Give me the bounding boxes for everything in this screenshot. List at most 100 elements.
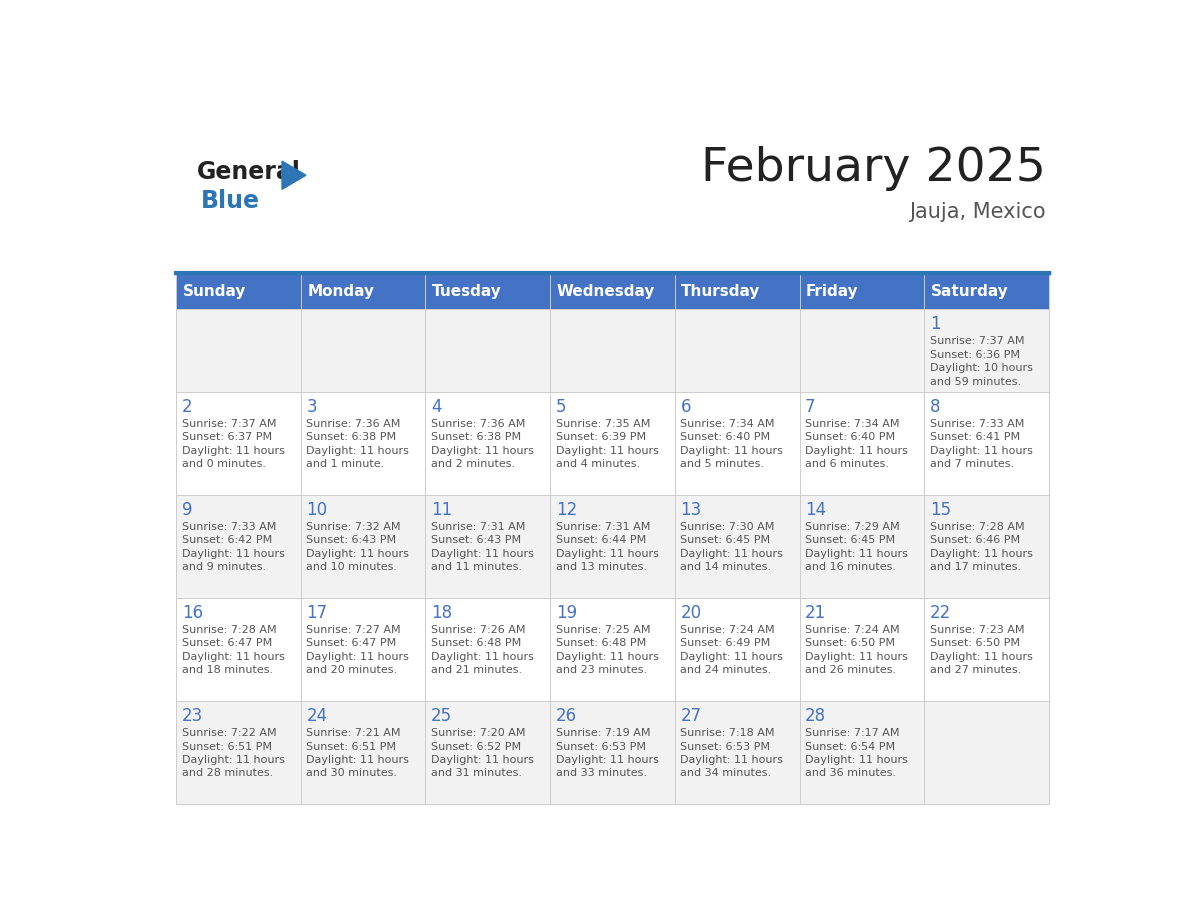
Bar bbox=[800, 599, 924, 701]
Bar bbox=[550, 309, 675, 392]
Text: and 6 minutes.: and 6 minutes. bbox=[805, 459, 889, 469]
Bar bbox=[550, 495, 675, 599]
Text: Sunrise: 7:34 AM: Sunrise: 7:34 AM bbox=[805, 419, 899, 429]
Text: Sunset: 6:48 PM: Sunset: 6:48 PM bbox=[431, 638, 522, 648]
Text: Jauja, Mexico: Jauja, Mexico bbox=[910, 202, 1047, 222]
Text: Sunset: 6:53 PM: Sunset: 6:53 PM bbox=[681, 742, 770, 752]
Text: Sunset: 6:51 PM: Sunset: 6:51 PM bbox=[182, 742, 272, 752]
Text: Sunset: 6:39 PM: Sunset: 6:39 PM bbox=[556, 432, 646, 442]
Text: Daylight: 11 hours: Daylight: 11 hours bbox=[182, 549, 284, 559]
Bar bbox=[301, 701, 425, 804]
Text: 24: 24 bbox=[307, 707, 328, 725]
Text: General: General bbox=[196, 160, 301, 184]
Text: Blue: Blue bbox=[201, 189, 260, 213]
Text: and 36 minutes.: and 36 minutes. bbox=[805, 768, 896, 778]
Polygon shape bbox=[282, 161, 307, 189]
Bar bbox=[425, 309, 550, 392]
Text: and 4 minutes.: and 4 minutes. bbox=[556, 459, 640, 469]
Text: 6: 6 bbox=[681, 397, 691, 416]
Text: February 2025: February 2025 bbox=[701, 145, 1047, 191]
Text: Daylight: 11 hours: Daylight: 11 hours bbox=[681, 445, 783, 455]
Text: 5: 5 bbox=[556, 397, 567, 416]
Text: Daylight: 11 hours: Daylight: 11 hours bbox=[431, 549, 533, 559]
Text: 2: 2 bbox=[182, 397, 192, 416]
Text: Sunrise: 7:20 AM: Sunrise: 7:20 AM bbox=[431, 728, 525, 738]
Text: Daylight: 11 hours: Daylight: 11 hours bbox=[182, 445, 284, 455]
Text: and 27 minutes.: and 27 minutes. bbox=[930, 666, 1020, 676]
Text: Sunrise: 7:33 AM: Sunrise: 7:33 AM bbox=[182, 522, 276, 532]
Text: 12: 12 bbox=[556, 500, 577, 519]
Bar bbox=[550, 392, 675, 495]
Text: Sunrise: 7:36 AM: Sunrise: 7:36 AM bbox=[431, 419, 525, 429]
Text: Sunrise: 7:27 AM: Sunrise: 7:27 AM bbox=[307, 625, 402, 635]
Text: Daylight: 11 hours: Daylight: 11 hours bbox=[681, 652, 783, 662]
Text: Sunrise: 7:35 AM: Sunrise: 7:35 AM bbox=[556, 419, 650, 429]
Text: Sunset: 6:43 PM: Sunset: 6:43 PM bbox=[431, 535, 522, 545]
Bar bbox=[924, 495, 1049, 599]
Bar bbox=[176, 273, 1049, 309]
Bar bbox=[425, 495, 550, 599]
Text: Sunset: 6:54 PM: Sunset: 6:54 PM bbox=[805, 742, 896, 752]
Bar bbox=[550, 599, 675, 701]
Text: and 33 minutes.: and 33 minutes. bbox=[556, 768, 646, 778]
Text: 4: 4 bbox=[431, 397, 442, 416]
Bar bbox=[675, 701, 800, 804]
Text: Sunrise: 7:29 AM: Sunrise: 7:29 AM bbox=[805, 522, 899, 532]
Bar bbox=[176, 495, 301, 599]
Text: Sunset: 6:40 PM: Sunset: 6:40 PM bbox=[805, 432, 896, 442]
Text: Sunrise: 7:31 AM: Sunrise: 7:31 AM bbox=[431, 522, 525, 532]
Text: Daylight: 11 hours: Daylight: 11 hours bbox=[556, 652, 658, 662]
Text: Sunrise: 7:28 AM: Sunrise: 7:28 AM bbox=[930, 522, 1024, 532]
Text: 13: 13 bbox=[681, 500, 702, 519]
Text: Daylight: 11 hours: Daylight: 11 hours bbox=[805, 652, 908, 662]
Text: Sunset: 6:38 PM: Sunset: 6:38 PM bbox=[307, 432, 397, 442]
Bar bbox=[301, 599, 425, 701]
Bar bbox=[425, 599, 550, 701]
Text: 3: 3 bbox=[307, 397, 317, 416]
Text: Sunrise: 7:37 AM: Sunrise: 7:37 AM bbox=[930, 336, 1024, 346]
Text: Sunrise: 7:24 AM: Sunrise: 7:24 AM bbox=[805, 625, 899, 635]
Bar bbox=[301, 309, 425, 392]
Text: Sunday: Sunday bbox=[183, 284, 246, 298]
Text: and 2 minutes.: and 2 minutes. bbox=[431, 459, 516, 469]
Text: Sunset: 6:46 PM: Sunset: 6:46 PM bbox=[930, 535, 1020, 545]
Text: Sunrise: 7:28 AM: Sunrise: 7:28 AM bbox=[182, 625, 277, 635]
Text: and 16 minutes.: and 16 minutes. bbox=[805, 562, 896, 572]
Bar bbox=[800, 309, 924, 392]
Bar bbox=[924, 599, 1049, 701]
Bar bbox=[924, 392, 1049, 495]
Text: Tuesday: Tuesday bbox=[432, 284, 501, 298]
Text: 23: 23 bbox=[182, 707, 203, 725]
Text: and 34 minutes.: and 34 minutes. bbox=[681, 768, 771, 778]
Bar bbox=[800, 392, 924, 495]
Text: and 24 minutes.: and 24 minutes. bbox=[681, 666, 772, 676]
Text: 11: 11 bbox=[431, 500, 453, 519]
Text: and 23 minutes.: and 23 minutes. bbox=[556, 666, 646, 676]
Text: and 21 minutes.: and 21 minutes. bbox=[431, 666, 523, 676]
Bar bbox=[800, 495, 924, 599]
Text: Daylight: 11 hours: Daylight: 11 hours bbox=[307, 652, 409, 662]
Text: Daylight: 11 hours: Daylight: 11 hours bbox=[681, 549, 783, 559]
Text: Daylight: 11 hours: Daylight: 11 hours bbox=[307, 755, 409, 765]
Text: Sunrise: 7:32 AM: Sunrise: 7:32 AM bbox=[307, 522, 400, 532]
Text: Daylight: 11 hours: Daylight: 11 hours bbox=[805, 445, 908, 455]
Text: and 13 minutes.: and 13 minutes. bbox=[556, 562, 646, 572]
Text: Daylight: 11 hours: Daylight: 11 hours bbox=[556, 755, 658, 765]
Text: Sunrise: 7:24 AM: Sunrise: 7:24 AM bbox=[681, 625, 775, 635]
Text: Sunset: 6:45 PM: Sunset: 6:45 PM bbox=[805, 535, 896, 545]
Text: and 10 minutes.: and 10 minutes. bbox=[307, 562, 397, 572]
Text: Sunrise: 7:30 AM: Sunrise: 7:30 AM bbox=[681, 522, 775, 532]
Text: and 7 minutes.: and 7 minutes. bbox=[930, 459, 1013, 469]
Text: 21: 21 bbox=[805, 604, 827, 621]
Text: Daylight: 10 hours: Daylight: 10 hours bbox=[930, 364, 1032, 374]
Bar bbox=[176, 701, 301, 804]
Bar bbox=[800, 701, 924, 804]
Text: 25: 25 bbox=[431, 707, 453, 725]
Text: 17: 17 bbox=[307, 604, 328, 621]
Text: 19: 19 bbox=[556, 604, 577, 621]
Text: Saturday: Saturday bbox=[930, 284, 1009, 298]
Text: Sunset: 6:43 PM: Sunset: 6:43 PM bbox=[307, 535, 397, 545]
Text: Daylight: 11 hours: Daylight: 11 hours bbox=[930, 549, 1032, 559]
Text: and 28 minutes.: and 28 minutes. bbox=[182, 768, 273, 778]
Text: Sunset: 6:42 PM: Sunset: 6:42 PM bbox=[182, 535, 272, 545]
